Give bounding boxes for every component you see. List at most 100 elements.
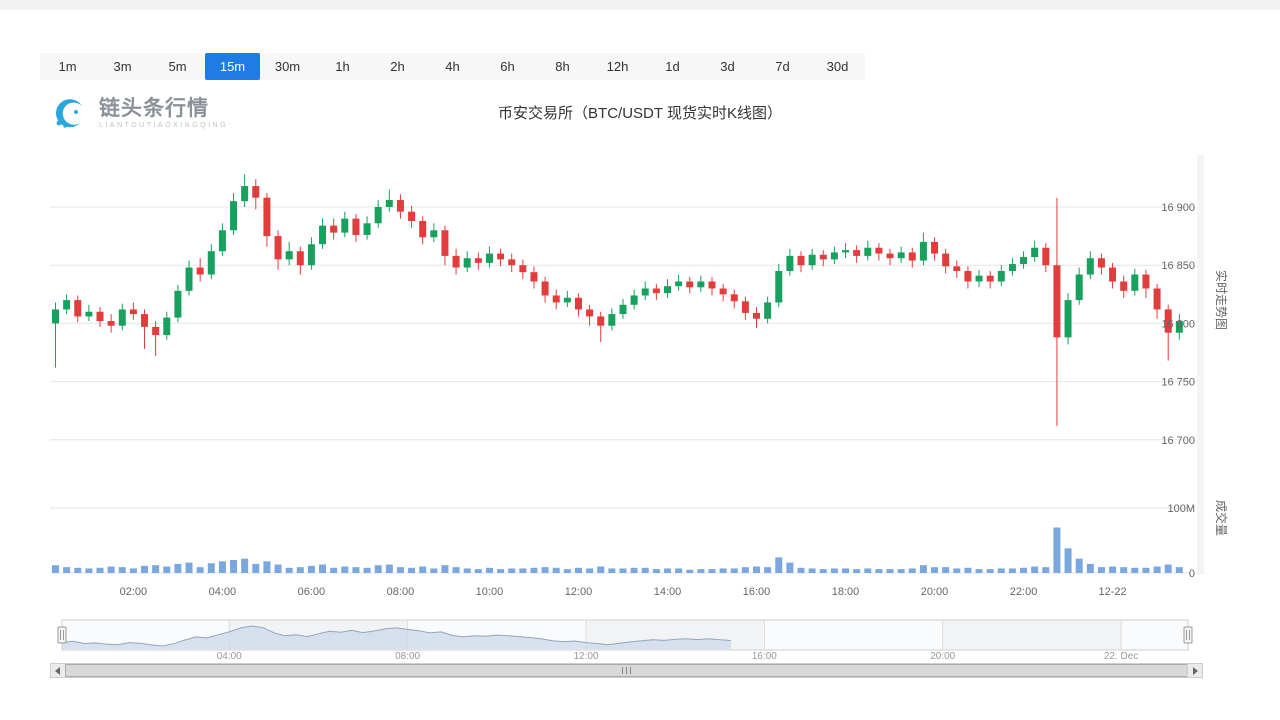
- candle-body: [675, 281, 683, 287]
- candle-body: [886, 253, 894, 259]
- navigator[interactable]: 04:00 08:00 12:00 16:00 20:00 22. Dec: [57, 619, 1193, 660]
- candle-body: [1020, 257, 1028, 265]
- volume-bar: [352, 567, 360, 573]
- candle-body: [163, 317, 171, 336]
- candle-body: [908, 252, 916, 261]
- volume-bar: [497, 569, 505, 573]
- volume-bar: [63, 567, 71, 573]
- candle-body: [152, 326, 160, 336]
- time-axis-label: 18:00: [832, 586, 860, 598]
- candle-body: [252, 186, 260, 198]
- volume-bar: [830, 568, 838, 573]
- timeframe-button-30m[interactable]: 30m: [274, 59, 301, 74]
- volume-bar: [396, 567, 404, 573]
- volume-bar: [419, 566, 427, 573]
- volume-bar: [129, 568, 137, 573]
- candle-body: [741, 301, 749, 313]
- volume-bar: [519, 568, 527, 573]
- navigator-axis-label: 16:00: [752, 651, 777, 660]
- volume-bar: [797, 567, 805, 573]
- timeframe-button-1h[interactable]: 1h: [335, 59, 350, 74]
- candle-body: [630, 295, 638, 305]
- volume-bar: [641, 567, 649, 573]
- volume-bar: [1064, 548, 1072, 573]
- candle-body: [497, 253, 505, 260]
- kline-chart[interactable]: 16 900 16 850 16 800 16 750 16 700 100M 0 02:00…: [0, 140, 1280, 660]
- candle-body: [597, 316, 605, 326]
- volume-bar: [452, 567, 460, 573]
- candle-body: [1031, 247, 1039, 258]
- timeframe-button-8h[interactable]: 8h: [555, 59, 570, 74]
- timeframe-button-1m[interactable]: 1m: [58, 59, 77, 74]
- navigator-handle-right[interactable]: [1183, 626, 1193, 644]
- navigator-handle-left[interactable]: [57, 626, 67, 644]
- candle-body: [897, 252, 905, 259]
- time-axis-label: 14:00: [654, 586, 682, 598]
- volume-bar: [74, 567, 82, 573]
- volume-bar: [897, 569, 905, 573]
- candle-body: [641, 288, 649, 296]
- candle-body: [1120, 281, 1128, 291]
- candle-body: [652, 288, 660, 294]
- candle-body: [207, 251, 215, 275]
- volume-bar: [152, 565, 160, 573]
- timeframe-button-30d[interactable]: 30d: [826, 59, 849, 74]
- volume-bar: [864, 568, 872, 573]
- time-axis-label: 16:00: [743, 586, 771, 598]
- volume-bar: [107, 566, 115, 573]
- candle-body: [719, 288, 727, 295]
- volume-bar: [986, 569, 994, 573]
- volume-bar: [574, 567, 582, 573]
- volume-bar: [1175, 567, 1183, 573]
- brand-text: 链头条行情 LIANTOUTIAOXINGQING: [99, 97, 228, 129]
- volume-bar: [52, 565, 59, 573]
- scrollbar-left-button[interactable]: [51, 664, 66, 677]
- candle-body: [586, 309, 594, 317]
- candle-body: [263, 197, 271, 237]
- volume-bar: [85, 568, 93, 573]
- timeframe-button-6h[interactable]: 6h: [500, 59, 515, 74]
- volume-bar: [719, 568, 727, 573]
- volume-bar: [296, 567, 304, 573]
- brand: 链头条行情 LIANTOUTIAOXINGQING: [46, 90, 228, 136]
- volume-bar: [686, 569, 694, 573]
- volume-bar: [608, 568, 616, 573]
- scrollbar-right-button[interactable]: [1187, 664, 1202, 677]
- candle-body: [408, 211, 416, 221]
- logo-icon: [55, 99, 82, 128]
- volume-bar: [1053, 527, 1061, 573]
- candle-body: [1008, 264, 1016, 272]
- volume-bar: [230, 560, 238, 573]
- candle-body: [753, 312, 761, 319]
- timeframe-button-3m[interactable]: 3m: [113, 59, 132, 74]
- timeframe-button-3d[interactable]: 3d: [720, 59, 735, 74]
- candle-body: [797, 255, 805, 266]
- volume-bar: [185, 562, 193, 573]
- candle-body: [307, 244, 315, 266]
- timeframe-button-4h[interactable]: 4h: [445, 59, 460, 74]
- volume-bar: [441, 565, 449, 573]
- candle-body: [396, 200, 404, 212]
- timeframe-button-12h[interactable]: 12h: [606, 59, 629, 74]
- candle-body: [686, 281, 694, 288]
- scrollbar-thumb[interactable]: [65, 664, 1188, 677]
- volume-bar: [163, 566, 171, 573]
- candle-body: [63, 300, 71, 310]
- timeframe-button-1d[interactable]: 1d: [665, 59, 680, 74]
- candle-body: [953, 266, 961, 272]
- horizontal-scrollbar[interactable]: [50, 663, 1203, 678]
- volume-bar: [853, 569, 861, 573]
- candle-body: [385, 200, 393, 207]
- timeframe-button-2h[interactable]: 2h: [390, 59, 405, 74]
- timeframe-button-7d[interactable]: 7d: [775, 59, 790, 74]
- candle-body: [330, 225, 338, 233]
- volume-bar: [1086, 563, 1094, 573]
- candle-body: [997, 271, 1005, 282]
- timeframe-button-5m[interactable]: 5m: [168, 59, 187, 74]
- top-strip: [0, 0, 1280, 10]
- candle-body: [1053, 265, 1061, 338]
- timeframe-button-15m[interactable]: 15m: [205, 53, 260, 80]
- candle-body: [519, 265, 527, 273]
- candle-body: [1142, 274, 1150, 289]
- candle-body: [52, 309, 59, 324]
